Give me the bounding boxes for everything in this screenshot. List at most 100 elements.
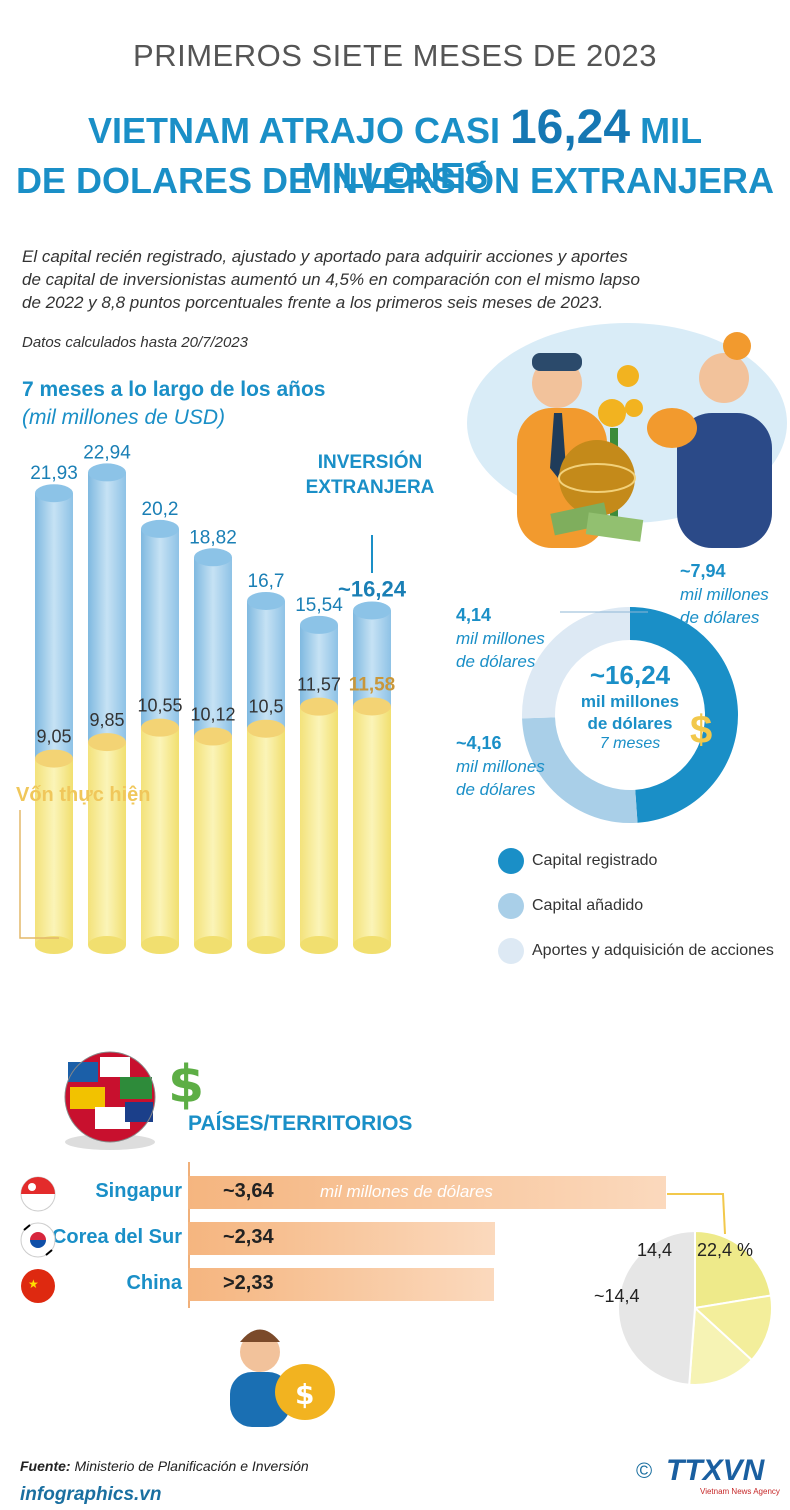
slice-label-registered: ~7,94 mil millones de dólares	[680, 560, 769, 629]
bar-total-2021	[247, 600, 285, 729]
legend-swatch	[498, 848, 524, 874]
countries-title: PAÍSES/TERRITORIOS	[188, 1112, 413, 1135]
share-leader-lines	[667, 1193, 726, 1235]
bar-realized-2023	[353, 706, 391, 945]
country-value: ~3,64	[223, 1180, 274, 1202]
legend-label: Aportes y adquisición de acciones	[532, 942, 774, 959]
fdi-label: INVERSIÓN EXTRANJERA	[305, 452, 435, 498]
site-name: infographics.vn	[20, 1484, 162, 1505]
bar-chart-title: 7 meses a lo largo de los años	[22, 378, 326, 401]
bar-total-top	[353, 601, 391, 620]
source-note: Fuente: Ministerio de Planificación e In…	[20, 1458, 309, 1474]
data-date-note: Datos calculados hasta 20/7/2023	[22, 334, 248, 351]
bar-total-2017	[35, 493, 73, 759]
investor-illustration: $	[230, 1329, 335, 1427]
intro-line: de capital de inversionistas aumentó un …	[22, 270, 641, 289]
main-title-line2: DE DOLARES DE INVERSIÓN EXTRANJERA	[15, 160, 775, 201]
bar-realized-top	[300, 697, 338, 716]
title-part2: MIL MILLONES	[302, 110, 703, 196]
bar-realized-2021	[247, 728, 285, 945]
share-slice	[692, 1294, 773, 1362]
bar-base	[88, 936, 126, 954]
value-unit: mil millones de dólares	[320, 1182, 493, 1201]
bar-total-top	[141, 519, 179, 538]
bar-total-2020	[194, 557, 232, 737]
slice-label-shares: 4,14 mil millones de dólares	[456, 604, 545, 673]
legend: Capital registrado Capital añadido Aport…	[498, 848, 774, 964]
bar-total-top	[88, 463, 126, 482]
leader-line	[560, 611, 648, 613]
value-label-total: 15,54	[295, 595, 343, 616]
bar-total-top	[247, 591, 285, 610]
realized-bracket	[19, 810, 59, 939]
main-title-line1: VIETNAM ATRAJO CASI 16,24 MIL MILLONES	[0, 100, 790, 197]
slice-label-added: ~4,16 mil millones de dólares	[456, 732, 545, 801]
realized-capital-label: Vốn thực hiện	[16, 784, 151, 806]
kicker: PRIMEROS SIETE MESES DE 2023	[133, 38, 657, 73]
bar-total-top	[300, 615, 338, 634]
flags-globe-icon: $	[64, 1051, 204, 1150]
bar-total-2019	[141, 528, 179, 728]
country-name: Corea del Sur	[51, 1226, 182, 1248]
brand-logo: TTXVN	[666, 1454, 765, 1487]
copyright-icon: ©	[636, 1458, 653, 1483]
bar-total-top	[194, 548, 232, 567]
bar-total-top	[35, 484, 73, 503]
value-label-realized: 9,85	[89, 710, 124, 730]
country-bar	[188, 1176, 666, 1209]
svg-text:$: $	[295, 1378, 314, 1411]
bar-realized-2020	[194, 736, 232, 945]
country-bar	[188, 1222, 496, 1255]
dollar-icon: $	[690, 708, 713, 752]
singapore-flag-icon	[20, 1176, 56, 1212]
value-label-realized: 9,05	[36, 727, 71, 747]
value-label-total: 21,93	[30, 463, 78, 484]
country-value: >2,33	[223, 1272, 274, 1294]
bar-realized-top	[353, 697, 391, 716]
slice-value: ~4,16	[456, 733, 502, 753]
slice-value: 4,14	[456, 605, 492, 625]
value-label-total: ~16,24	[338, 576, 407, 601]
bar-realized-top	[194, 727, 232, 746]
value-label-realized: 10,12	[190, 705, 235, 725]
slice-unit: de dólares	[680, 608, 760, 627]
share-label-korea: 14,4	[637, 1240, 673, 1260]
value-label-realized: 11,57	[297, 675, 341, 695]
bar-total-2022	[300, 624, 338, 707]
intro-text: El capital recién registrado, ajustado y…	[22, 245, 722, 314]
bar-realized-top	[88, 733, 126, 752]
share-label-singapore: 22,4 %	[697, 1240, 754, 1260]
legend-item: Aportes y adquisición de acciones	[498, 938, 774, 964]
value-label-total: 18,82	[189, 527, 237, 548]
share-slice	[688, 1305, 754, 1386]
capital-donut-chart	[522, 607, 738, 823]
donut-slice	[522, 717, 638, 823]
donut-center: ~16,24 mil millones de dólares 7 meses	[545, 660, 715, 753]
title-part1: VIETNAM ATRAJO CASI	[87, 110, 510, 151]
donut-slice	[522, 607, 630, 719]
source-text: Ministerio de Planificación e Inversión	[70, 1458, 309, 1474]
bar-base	[353, 936, 391, 954]
value-label-realized: 11,58	[349, 674, 396, 695]
bar-base	[300, 936, 338, 954]
country-name: China	[126, 1272, 182, 1294]
slice-unit: mil millones	[680, 585, 769, 604]
legend-swatch	[498, 893, 524, 919]
country-bar	[188, 1268, 494, 1301]
south-korea-flag-icon	[20, 1222, 56, 1258]
donut-center-period: 7 meses	[599, 735, 661, 752]
legend-swatch	[498, 938, 524, 964]
country-share-pie	[617, 1229, 773, 1386]
value-label-total: 16,7	[248, 571, 285, 592]
value-label-realized: 10,55	[137, 696, 182, 716]
country-value: ~2,34	[223, 1226, 274, 1248]
donut-slice	[630, 607, 738, 823]
value-label-total: 20,2	[142, 499, 179, 520]
fdi-leader-line	[371, 535, 373, 573]
bar-base	[35, 936, 73, 954]
bar-base	[247, 936, 285, 954]
donut-center-value: ~16,24	[589, 660, 671, 690]
bar-total-2018	[88, 472, 126, 743]
donut-center-unit: de dólares	[587, 714, 673, 733]
slice-unit: mil millones	[456, 757, 545, 776]
